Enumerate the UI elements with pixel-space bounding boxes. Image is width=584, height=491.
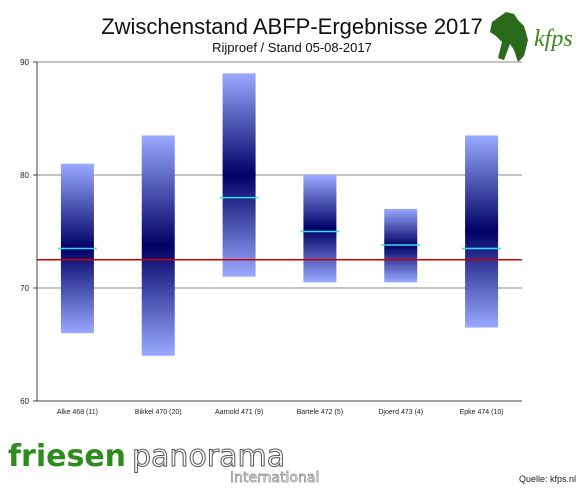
- y-tick-label: 60: [20, 397, 29, 406]
- x-tick-label: Aarnold 471 (9): [215, 409, 263, 416]
- range-bar: [141, 135, 175, 356]
- bars: [37, 73, 522, 356]
- friesenpanorama-logo: friesen panorama International: [8, 439, 320, 485]
- chart-subtitle: Rijproef / Stand 05-08-2017: [212, 40, 372, 55]
- axes: [33, 61, 522, 402]
- x-tick-label: Bikkel 470 (20): [135, 409, 182, 416]
- kfps-logo-text: kfps: [534, 26, 573, 52]
- range-bar: [303, 175, 337, 283]
- range-bar: [465, 135, 499, 328]
- horse-icon: [490, 12, 528, 62]
- kfps-logo: kfps: [490, 12, 573, 62]
- x-tick-label: Epke 474 (10): [460, 409, 504, 416]
- y-tick-label: 90: [20, 58, 29, 67]
- friesenpanorama-logo-text-2: panorama: [132, 439, 285, 474]
- y-tick-label: 70: [20, 284, 29, 293]
- source-note: Quelle: kfps.nl: [518, 474, 576, 484]
- x-tick-label: Bartele 472 (5): [297, 409, 343, 416]
- chart-title: Zwischenstand ABFP-Ergebnisse 2017: [101, 14, 483, 39]
- friesenpanorama-logo-text-1: friesen: [8, 439, 126, 474]
- friesenpanorama-logo-text-3: International: [230, 470, 319, 484]
- y-tick-label: 80: [20, 171, 29, 180]
- range-bar: [222, 73, 256, 277]
- tick-labels: 60 70 80 90 Alke 468 (11) Bikkel 470 (20) Aarn…: [20, 58, 503, 416]
- x-tick-label: Djoerd 473 (4): [378, 409, 423, 416]
- x-tick-label: Alke 468 (11): [57, 409, 98, 416]
- grid-lines: [37, 61, 522, 289]
